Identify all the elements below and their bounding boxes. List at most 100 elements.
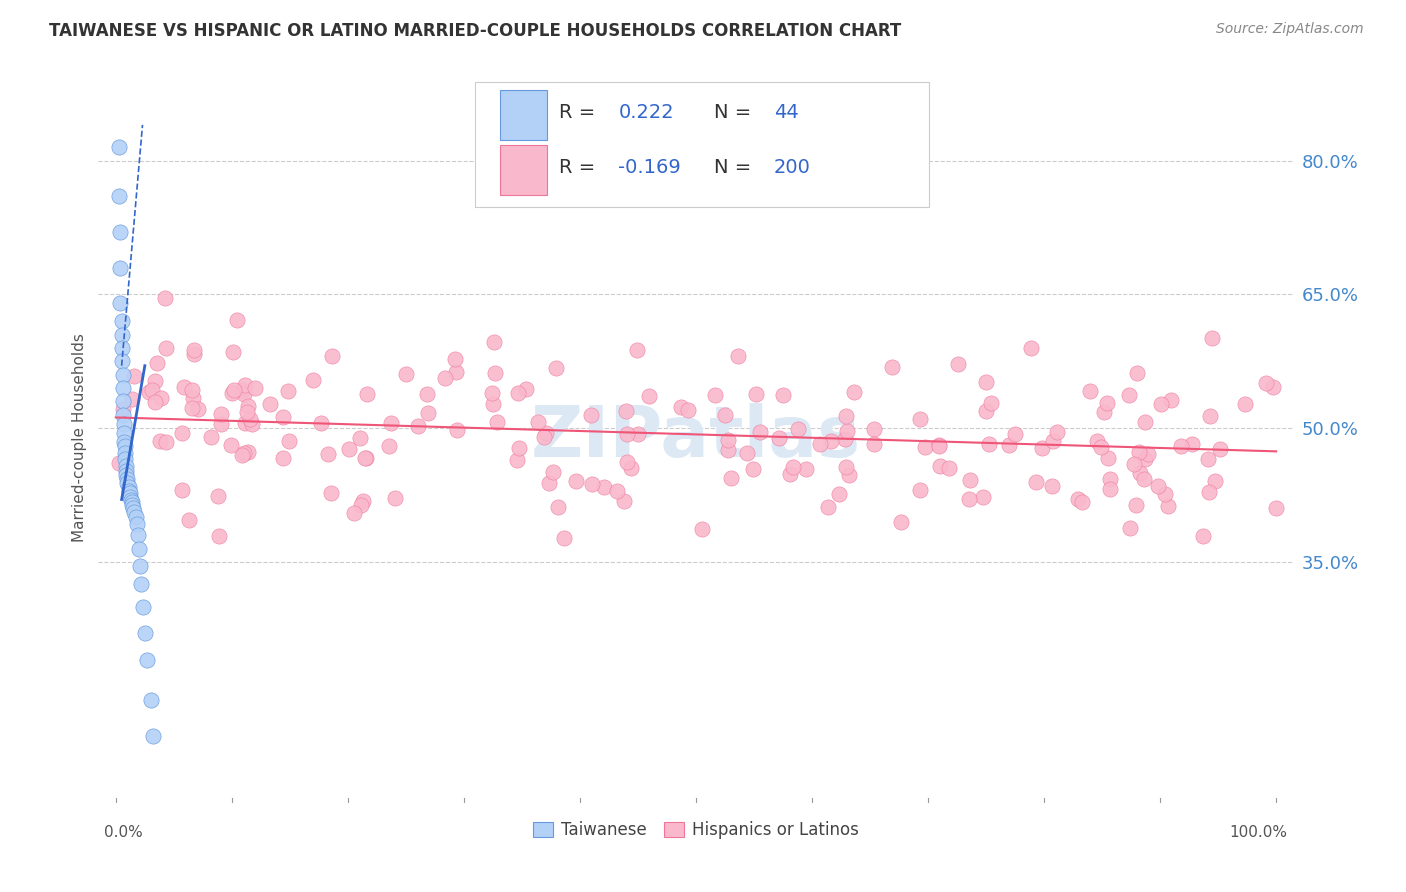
Point [1157, 499, 1180, 513]
Point [181, 401, 204, 416]
Point [627, 427, 650, 442]
Point [914, 440, 936, 454]
Point [835, 424, 858, 438]
Point [717, 443, 740, 458]
Point [1170, 439, 1192, 453]
Point [173, 379, 195, 393]
Point [321, 486, 343, 500]
Point [446, 423, 468, 437]
Text: R =: R = [558, 159, 600, 178]
Point [1071, 495, 1094, 509]
Point [484, 366, 506, 380]
Point [117, 476, 139, 491]
Point [121, 498, 143, 512]
Point [222, 383, 245, 397]
Point [834, 432, 856, 446]
Point [938, 460, 960, 475]
Point [259, 396, 281, 410]
Point [626, 343, 648, 358]
Point [720, 470, 742, 484]
Point [979, 437, 1001, 451]
Point [638, 389, 661, 403]
Point [131, 577, 153, 591]
Point [1150, 397, 1173, 411]
Point [124, 369, 146, 384]
Point [880, 359, 903, 374]
Point [233, 416, 256, 430]
Point [735, 446, 758, 460]
Point [416, 387, 439, 401]
Point [741, 462, 763, 476]
Point [1090, 440, 1112, 454]
Point [1045, 425, 1067, 439]
Point [172, 483, 194, 497]
Point [111, 327, 134, 342]
Point [745, 387, 768, 401]
Point [114, 452, 136, 467]
Text: TAIWANESE VS HISPANIC OR LATINO MARRIED-COUPLE HOUSEHOLDS CORRELATION CHART: TAIWANESE VS HISPANIC OR LATINO MARRIED-… [49, 22, 901, 40]
Point [1133, 452, 1156, 467]
Point [620, 461, 643, 475]
Point [354, 451, 377, 466]
Point [1192, 528, 1215, 542]
Point [233, 377, 256, 392]
Point [546, 360, 568, 375]
Point [508, 441, 530, 455]
Point [221, 385, 243, 400]
Point [207, 489, 229, 503]
FancyBboxPatch shape [501, 145, 547, 195]
Point [380, 416, 402, 430]
Point [181, 383, 204, 397]
Point [231, 383, 253, 397]
Point [959, 473, 981, 487]
Point [222, 344, 245, 359]
Point [863, 437, 886, 451]
Point [486, 415, 509, 429]
Point [928, 439, 950, 453]
Point [146, 356, 169, 370]
Point [1154, 487, 1177, 501]
Point [1004, 427, 1026, 442]
Point [1198, 409, 1220, 423]
Point [349, 431, 371, 445]
Point [974, 404, 997, 418]
Point [547, 500, 569, 515]
Point [1234, 397, 1257, 411]
Point [703, 388, 725, 402]
Point [565, 474, 588, 488]
Point [309, 416, 332, 430]
Point [118, 490, 141, 504]
Point [928, 458, 950, 473]
Point [117, 483, 139, 498]
Point [1097, 450, 1119, 465]
Point [820, 434, 842, 448]
Point [406, 419, 429, 434]
Text: 0.222: 0.222 [619, 103, 673, 122]
Point [125, 516, 148, 531]
Point [506, 386, 529, 401]
Point [1128, 466, 1150, 480]
Point [828, 487, 851, 501]
Point [131, 599, 153, 614]
Point [117, 480, 139, 494]
Point [779, 467, 801, 482]
Point [172, 425, 194, 440]
Point [108, 140, 131, 154]
Point [593, 480, 616, 494]
Point [1098, 472, 1121, 486]
Point [187, 401, 209, 416]
Point [980, 395, 1002, 409]
Point [1042, 434, 1064, 448]
Point [538, 476, 561, 491]
Point [209, 417, 232, 431]
Point [444, 365, 467, 379]
Point [713, 408, 735, 422]
Point [121, 495, 143, 509]
Point [111, 408, 134, 422]
Point [208, 529, 231, 543]
Point [1135, 415, 1157, 429]
Point [1198, 484, 1220, 499]
Point [1078, 384, 1101, 399]
FancyBboxPatch shape [501, 90, 547, 140]
Text: R =: R = [558, 103, 600, 122]
